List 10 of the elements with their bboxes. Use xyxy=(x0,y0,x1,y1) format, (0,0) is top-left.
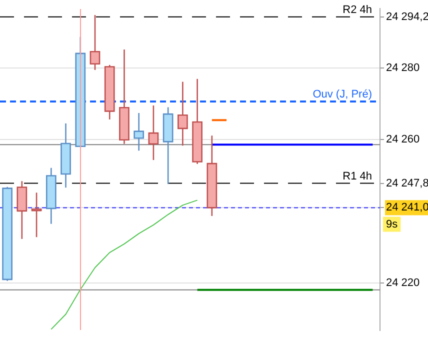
y-tick-label: 24 294,2 xyxy=(386,10,428,23)
y-tick-label: 24 220 xyxy=(386,277,420,290)
y-tick-label: 24 260 xyxy=(386,134,420,146)
y-tick-label: 24 280 xyxy=(386,62,420,74)
ref-line-label: Ouv (J, Pré) xyxy=(312,88,372,101)
ref-line-label: R1 4h xyxy=(342,170,372,182)
y-tick-label: 24 247,8 xyxy=(386,177,428,190)
text: 9s xyxy=(386,218,398,231)
y-tick-label: 24 241,0 xyxy=(386,202,428,214)
ref-line-label: R2 4h xyxy=(342,4,372,16)
